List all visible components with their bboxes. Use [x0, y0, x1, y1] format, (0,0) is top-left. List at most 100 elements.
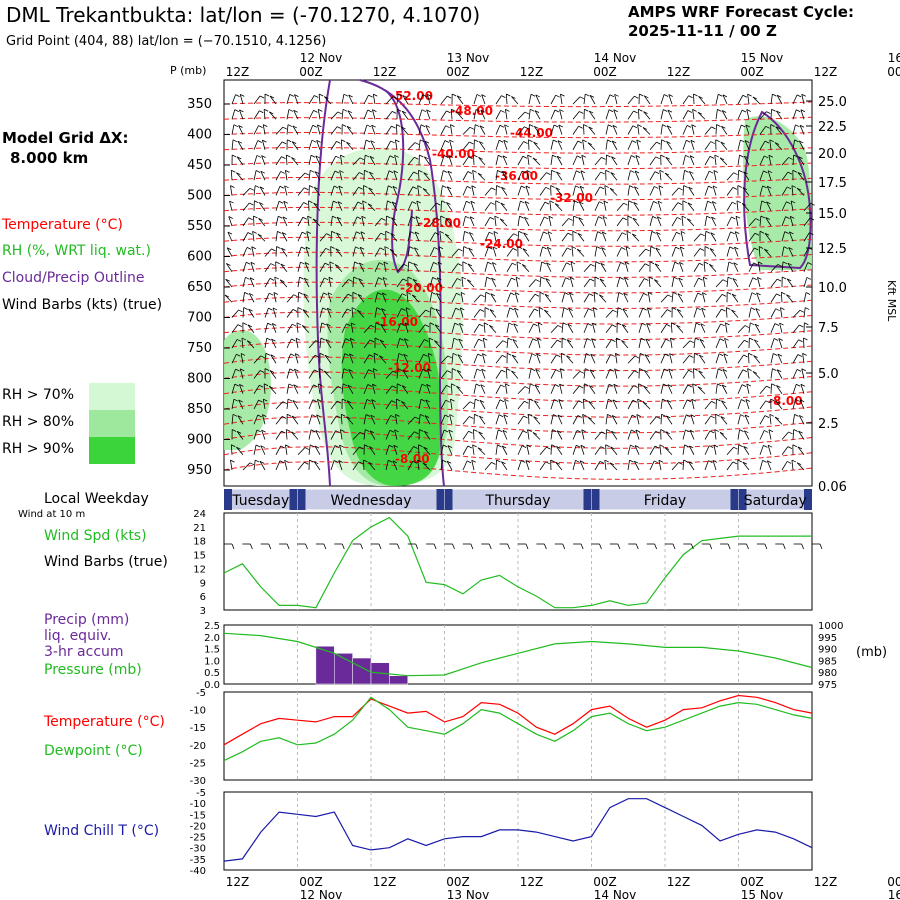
wind-barb — [557, 414, 563, 418]
wind-barb — [769, 413, 774, 417]
wind-barb — [761, 200, 766, 204]
wind-barb — [445, 217, 453, 227]
wind-barb — [719, 157, 725, 161]
wind-barb — [671, 292, 674, 303]
temperature-contour-label: -40.00 — [432, 147, 475, 161]
wind-barb — [646, 323, 651, 333]
wind-barb — [764, 430, 769, 433]
wind-barb — [594, 201, 600, 211]
wind-barb — [231, 369, 236, 379]
wind-barb — [789, 231, 794, 235]
wind-barb — [581, 429, 586, 433]
wind-barb — [682, 444, 685, 455]
wind-barb — [381, 217, 386, 221]
wind-barb — [452, 352, 458, 356]
wind-barb — [462, 460, 468, 471]
wind-barb — [711, 400, 716, 404]
wind-barb — [572, 170, 577, 181]
wind-barb — [628, 200, 633, 204]
wind-barb — [637, 124, 642, 127]
wind-barb — [519, 215, 524, 219]
wind-barb — [606, 429, 611, 432]
wind-barb — [768, 155, 772, 166]
wind-barb — [477, 447, 486, 456]
wind-barb — [370, 414, 375, 418]
wind-barb — [346, 416, 354, 425]
wind-ytick: 18 — [193, 537, 206, 548]
wind-barb — [346, 400, 352, 404]
wind-barb — [533, 141, 541, 151]
wind-barb — [642, 401, 651, 410]
wind-barb — [770, 293, 777, 303]
wind-barb — [341, 109, 344, 120]
wind-barb — [478, 156, 483, 160]
wind-barb — [737, 124, 742, 135]
wind-barb — [481, 368, 486, 379]
wind-barb — [325, 339, 330, 342]
wind-barb — [713, 444, 719, 448]
wind-barb — [517, 126, 525, 135]
wind-barb — [296, 322, 302, 326]
wind-barb — [644, 95, 649, 99]
wind-barb — [576, 430, 582, 433]
wind-barb — [634, 170, 640, 181]
wind-barb — [292, 400, 298, 403]
wind-barb — [550, 459, 555, 463]
wind-barb — [462, 445, 469, 455]
wind-barb — [547, 246, 552, 250]
wind-barb — [604, 459, 609, 463]
wind-barb — [504, 124, 508, 135]
weekday-label: Saturday — [744, 493, 807, 509]
wind-barb — [580, 445, 585, 455]
wind-barb — [528, 279, 536, 288]
wind-barb — [770, 398, 775, 402]
wind-barb — [678, 187, 683, 191]
surface-wind-barb — [580, 543, 584, 550]
wind-ytick: 3 — [200, 606, 206, 617]
wind-barb — [427, 368, 431, 379]
wind-barb — [787, 171, 793, 175]
wind-barb — [385, 155, 391, 166]
wind-barb — [671, 187, 679, 196]
wind-barb — [776, 110, 783, 120]
wind-barb — [515, 276, 521, 280]
wind-barb — [743, 446, 750, 455]
pressure-ytick: 985 — [818, 656, 837, 667]
wind-barb — [491, 277, 496, 281]
precip-ytick: 2.0 — [204, 633, 220, 644]
wind-barb — [484, 187, 492, 196]
wind-barb — [231, 109, 236, 120]
wind-barb — [805, 307, 810, 310]
wind-barb — [627, 215, 633, 219]
wind-barb — [536, 353, 541, 364]
wind-barb — [556, 171, 561, 175]
wind-barb — [747, 368, 750, 379]
wind-barb — [482, 338, 486, 349]
wind-barb — [238, 309, 243, 313]
wind-barb — [518, 230, 523, 234]
wind-barb — [605, 429, 607, 440]
wind-barb — [295, 338, 299, 349]
wind-barb — [741, 399, 746, 402]
wind-barb — [269, 111, 277, 120]
wind-barb — [419, 429, 424, 432]
wind-barb — [227, 231, 233, 242]
wind-barb — [468, 247, 475, 257]
wind-barb — [781, 171, 789, 181]
wind-barb — [275, 126, 284, 135]
wind-barb — [682, 200, 688, 204]
wind-barb — [358, 262, 365, 272]
wind-barb — [498, 429, 503, 433]
wind-barb — [451, 338, 455, 349]
wind-barb — [715, 308, 722, 318]
wind-barb — [639, 93, 644, 97]
wind-barb — [660, 324, 667, 333]
wind-barb — [390, 233, 398, 242]
surface-wind-barb — [709, 543, 713, 550]
wind-barb — [362, 200, 365, 211]
wind-barb — [421, 383, 427, 387]
wind-barb — [702, 292, 706, 303]
wind-barb — [598, 216, 603, 219]
wind-barb — [317, 399, 321, 410]
wind-barb — [550, 325, 559, 334]
